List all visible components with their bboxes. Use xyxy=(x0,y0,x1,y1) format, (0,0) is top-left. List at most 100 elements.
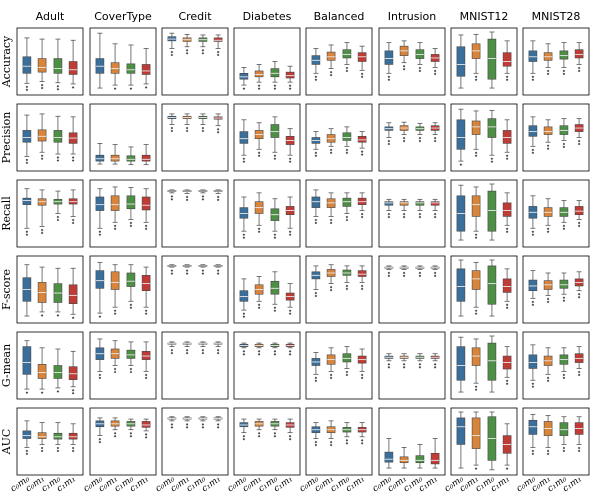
box-3 xyxy=(285,65,295,90)
outlier-marker xyxy=(56,446,60,450)
box-1 xyxy=(326,128,336,155)
outlier-marker xyxy=(577,295,581,299)
panel-mnist28-g-mean xyxy=(522,331,590,400)
iqr-box xyxy=(415,455,425,464)
panel-adult-auc xyxy=(16,407,84,476)
box-0 xyxy=(384,438,394,469)
outlier-marker xyxy=(40,446,44,450)
outlier-marker xyxy=(418,212,422,216)
box-1 xyxy=(399,265,409,278)
panel-balanced-auc xyxy=(305,407,373,476)
panel-frame xyxy=(522,103,590,172)
outlier-marker xyxy=(216,269,220,272)
outlier-marker xyxy=(113,431,117,435)
box-1 xyxy=(471,411,481,470)
panel-balanced-f-score xyxy=(305,255,373,324)
outlier-marker xyxy=(402,271,406,275)
outlier-marker xyxy=(474,151,478,155)
outlier-marker xyxy=(242,160,246,163)
panel-frame xyxy=(16,407,84,476)
box-1 xyxy=(37,422,47,453)
column-title-diabetes: Diabetes xyxy=(243,10,292,23)
box-0 xyxy=(384,198,394,219)
panel-frame xyxy=(16,27,84,96)
outlier-marker xyxy=(170,348,174,352)
box-1 xyxy=(399,446,409,469)
box-0 xyxy=(95,338,105,380)
box-3 xyxy=(68,350,78,395)
box-1 xyxy=(254,64,264,90)
outlier-marker xyxy=(474,233,478,237)
outlier-marker xyxy=(531,75,535,79)
box-3 xyxy=(430,438,440,469)
panel-frame xyxy=(522,27,590,96)
box-0 xyxy=(528,270,538,307)
outlier-marker xyxy=(329,443,333,447)
iqr-box xyxy=(270,68,280,78)
panel-covertype-precision xyxy=(89,103,157,172)
box-3 xyxy=(285,283,295,315)
outlier-marker xyxy=(345,284,349,288)
panel-mnist28-recall xyxy=(522,179,590,248)
outlier-marker xyxy=(129,303,133,307)
box-1 xyxy=(471,33,481,82)
iqr-box xyxy=(141,351,151,360)
box-3 xyxy=(68,116,78,162)
outlier-marker xyxy=(201,269,205,272)
box-1 xyxy=(543,347,553,383)
outlier-marker xyxy=(546,230,550,234)
box-3 xyxy=(357,422,367,445)
outlier-marker xyxy=(360,75,364,79)
outlier-marker xyxy=(216,426,220,429)
box-3 xyxy=(285,128,295,163)
outlier-marker xyxy=(113,367,117,371)
box-0 xyxy=(311,352,321,383)
iqr-box xyxy=(574,49,584,59)
outlier-marker xyxy=(360,72,364,76)
box-2 xyxy=(559,347,569,380)
outlier-marker xyxy=(418,139,422,143)
outlier-marker xyxy=(257,434,261,438)
outlier-marker xyxy=(345,215,349,219)
outlier-marker xyxy=(185,269,189,272)
box-1 xyxy=(182,416,192,429)
box-2 xyxy=(342,192,352,222)
outlier-marker xyxy=(329,376,333,380)
iqr-box xyxy=(342,132,352,141)
outlier-marker xyxy=(71,221,75,225)
box-1 xyxy=(110,340,120,374)
outlier-marker xyxy=(314,221,318,225)
outlier-marker xyxy=(329,218,333,222)
outlier-marker xyxy=(113,224,117,228)
outlier-marker xyxy=(562,72,566,76)
panel-mnist12-recall xyxy=(450,179,518,248)
panel-credit-f-score xyxy=(161,255,229,324)
outlier-marker xyxy=(329,221,333,225)
panel-diabetes-g-mean xyxy=(233,331,301,400)
outlier-marker xyxy=(273,306,277,310)
panel-frame xyxy=(16,331,84,400)
panel-frame xyxy=(522,255,590,324)
box-1 xyxy=(182,264,192,275)
box-3 xyxy=(430,48,440,76)
outlier-marker xyxy=(314,151,318,155)
outlier-marker xyxy=(129,224,133,228)
outlier-marker xyxy=(387,274,391,278)
outlier-marker xyxy=(314,218,318,222)
outlier-marker xyxy=(113,309,117,313)
outlier-marker xyxy=(577,69,581,73)
outlier-marker xyxy=(257,151,261,155)
outlier-marker xyxy=(505,306,509,310)
panel-balanced-recall xyxy=(305,179,373,248)
box-0 xyxy=(384,42,394,82)
box-1 xyxy=(471,186,481,239)
outlier-marker xyxy=(314,376,318,380)
box-0 xyxy=(95,417,105,444)
outlier-marker xyxy=(505,303,509,307)
outlier-marker xyxy=(288,434,292,438)
iqr-box xyxy=(110,271,120,290)
outlier-marker xyxy=(257,84,261,87)
iqr-box xyxy=(95,270,105,289)
panel-credit-precision xyxy=(161,103,229,172)
